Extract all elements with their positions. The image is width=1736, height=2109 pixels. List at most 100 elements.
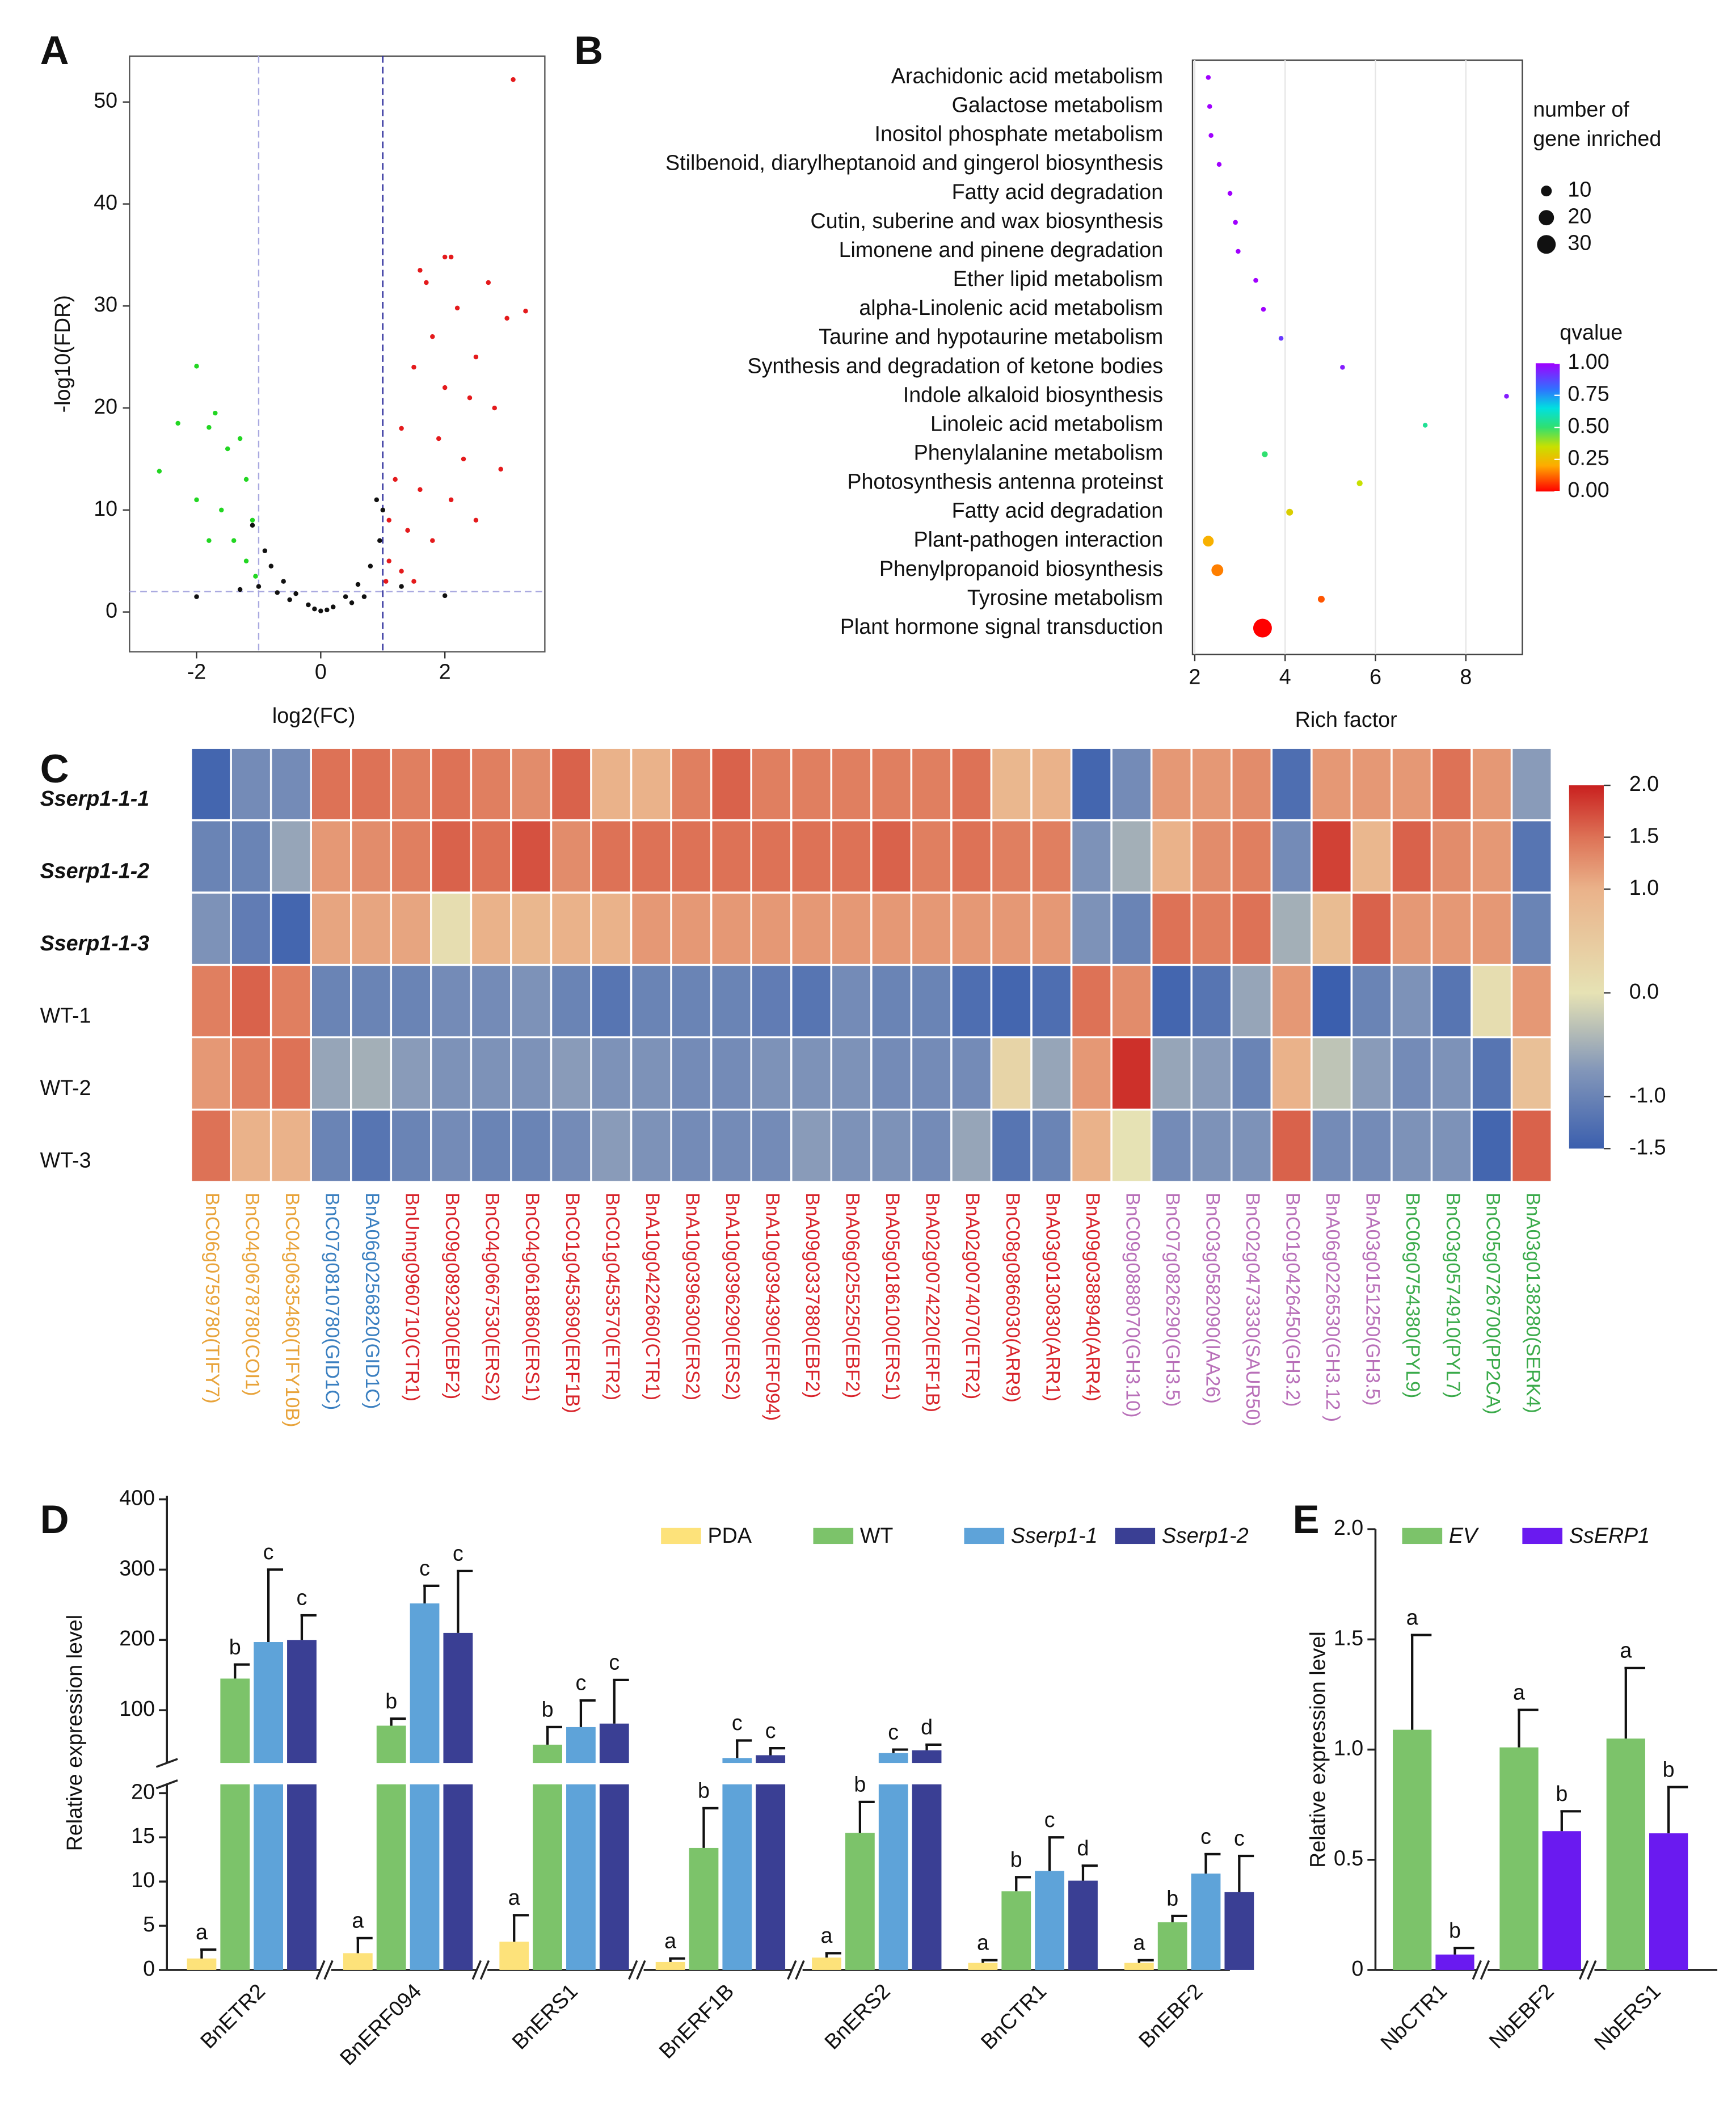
heatmap-cell [750,747,793,822]
category-label: Fatty acid degradation [952,499,1164,523]
axis-break [1480,1960,1490,1980]
bubble [1233,220,1238,225]
heatmap-cell [630,819,672,894]
column-label: BnA03g0130830(ARR1) [1042,1193,1063,1401]
heatmap-cell [1070,963,1113,1038]
error-bar [1667,1786,1688,1834]
plot-frame [1191,59,1523,655]
heatmap-cell [1030,1036,1073,1111]
x-tick-label: 2 [1189,665,1200,689]
heatmap-cell [510,963,553,1038]
point [275,590,280,595]
point [418,487,423,492]
point [411,579,416,584]
bar [1393,1729,1432,1970]
bubble [1207,104,1212,109]
column-label: BnC06g0754380(PYL9) [1402,1193,1423,1398]
colorbar-tick-label: 1.0 [1629,875,1659,899]
bar [722,1784,752,1970]
error-bar [735,1739,752,1758]
heatmap-cell [1430,1108,1473,1183]
axis-break [628,1960,638,1980]
heatmap-cell [1231,891,1273,966]
significance-label: b [1556,1782,1568,1805]
legend-label: Sserp1-2 [1162,1523,1249,1547]
heatmap-cell [670,747,713,822]
significance-label: d [921,1715,933,1739]
error-bar [423,1584,440,1603]
heatmap-cell [1391,819,1433,894]
error-bar [390,1717,406,1726]
bar [1606,1738,1645,1970]
heatmap-cell [990,1036,1033,1111]
point [281,579,286,584]
error-bar [300,1614,317,1640]
row-label: Sserp1-1-3 [40,931,150,955]
y-tick-label: 10 [94,496,117,520]
heatmap-cell [830,1108,873,1183]
point [418,268,423,273]
column-label: BnC01g0453690(ERF1B) [562,1193,583,1413]
heatmap-cell [990,747,1033,822]
y-tick-label: 2.0 [1334,1516,1363,1539]
point [213,410,218,416]
significance-label: b [1449,1918,1461,1942]
legend-size [1541,186,1552,197]
category-label: Linoleic acid metabolism [930,411,1163,435]
point [436,436,441,441]
point [330,604,336,609]
colorbar-tick-label: 2.0 [1629,772,1659,795]
heatmap-cell [910,1108,953,1183]
column-label: BnA02g0074070(ETR2) [962,1193,983,1399]
significance-label: b [542,1698,554,1721]
point [306,602,311,608]
point [194,364,199,369]
heatmap-cell [910,819,953,894]
significance-label: c [263,1540,274,1564]
bar [220,1784,250,1970]
bar [1035,1871,1065,1970]
heatmap-cell [230,1036,272,1111]
point [399,584,404,589]
error-bar [579,1699,596,1727]
heatmap-cell [1030,891,1073,966]
heatmap-cell [1270,819,1313,894]
error-bar [1560,1810,1581,1832]
point [442,593,448,599]
category-label: Fatty acid degradation [952,180,1164,204]
heatmap-cell [950,819,993,894]
column-label: BnA10g0422660(CTR1) [642,1193,663,1400]
heatmap-cell [910,891,953,966]
heatmap-cell [1150,747,1193,822]
point [207,538,212,543]
error-bar [1518,1708,1539,1748]
point [312,606,317,612]
heatmap-cell [470,1108,512,1183]
error-bar [1171,1914,1187,1922]
error-bar [267,1568,284,1643]
bar [689,1847,719,1970]
y-tick-label: 400 [119,1485,155,1509]
heatmap-cell [550,1036,592,1111]
category-label: Phenylalanine metabolism [914,441,1164,465]
y-axis-label: Relative expression level [1306,1631,1330,1868]
heatmap-cell [950,1108,993,1183]
bubble [1356,480,1363,486]
heatmap-cell [470,891,512,966]
significance-label: c [765,1719,776,1742]
point [430,538,435,543]
heatmap-cell [1391,1036,1433,1111]
y-tick-label: 40 [94,190,117,214]
column-label: BnC07g0810780(GID1C) [321,1193,343,1410]
column-label: BnA03g0138280(SERK4) [1522,1193,1544,1413]
heatmap-cell [590,963,633,1038]
bar [912,1750,942,1763]
legend-label: SsERP1 [1569,1523,1650,1547]
bubble [1208,133,1213,138]
heatmap-cell [230,747,272,822]
point [498,466,503,472]
point [318,608,323,614]
bar [722,1758,752,1763]
y-tick-label: 0.5 [1334,1846,1363,1870]
heatmap-cell [350,747,393,822]
